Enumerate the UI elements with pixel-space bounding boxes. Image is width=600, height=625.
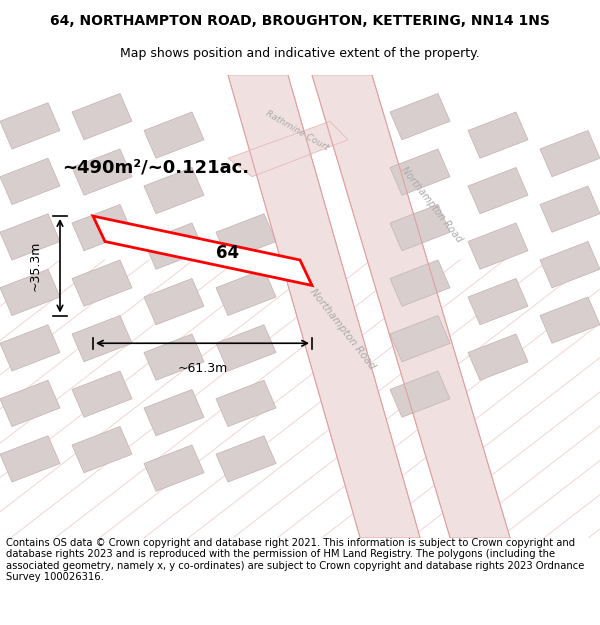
Polygon shape (228, 75, 420, 538)
Polygon shape (540, 241, 600, 288)
Polygon shape (144, 112, 204, 158)
Text: Contains OS data © Crown copyright and database right 2021. This information is : Contains OS data © Crown copyright and d… (6, 538, 584, 582)
Polygon shape (228, 121, 348, 177)
Polygon shape (216, 436, 276, 482)
Polygon shape (216, 325, 276, 371)
Polygon shape (312, 75, 510, 538)
Polygon shape (144, 279, 204, 325)
Polygon shape (390, 204, 450, 251)
Text: ~61.3m: ~61.3m (178, 362, 227, 375)
Polygon shape (72, 426, 132, 472)
Text: ~490m²/~0.121ac.: ~490m²/~0.121ac. (62, 159, 250, 176)
Polygon shape (390, 94, 450, 140)
Polygon shape (0, 436, 60, 482)
Polygon shape (468, 168, 528, 214)
Polygon shape (216, 380, 276, 426)
Polygon shape (72, 260, 132, 306)
Polygon shape (0, 102, 60, 149)
Polygon shape (540, 297, 600, 343)
Polygon shape (390, 260, 450, 306)
Text: Rathmine Court: Rathmine Court (264, 109, 330, 152)
Text: Northampton Road: Northampton Road (308, 288, 376, 371)
Polygon shape (468, 334, 528, 380)
Polygon shape (468, 112, 528, 158)
Polygon shape (468, 279, 528, 325)
Polygon shape (72, 94, 132, 140)
Polygon shape (540, 186, 600, 232)
Polygon shape (144, 389, 204, 436)
Polygon shape (93, 216, 312, 286)
Polygon shape (144, 334, 204, 380)
Polygon shape (216, 269, 276, 316)
Polygon shape (0, 269, 60, 316)
Polygon shape (72, 371, 132, 418)
Polygon shape (0, 325, 60, 371)
Polygon shape (72, 204, 132, 251)
Text: Northampton Road: Northampton Road (400, 165, 464, 244)
Polygon shape (0, 214, 60, 260)
Polygon shape (540, 131, 600, 177)
Polygon shape (390, 149, 450, 195)
Polygon shape (468, 223, 528, 269)
Polygon shape (390, 371, 450, 418)
Polygon shape (216, 214, 276, 260)
Polygon shape (390, 316, 450, 362)
Text: 64: 64 (217, 244, 239, 262)
Polygon shape (144, 168, 204, 214)
Text: ~35.3m: ~35.3m (29, 241, 42, 291)
Polygon shape (144, 223, 204, 269)
Polygon shape (0, 158, 60, 204)
Text: Map shows position and indicative extent of the property.: Map shows position and indicative extent… (120, 48, 480, 61)
Polygon shape (72, 149, 132, 195)
Polygon shape (0, 380, 60, 426)
Polygon shape (72, 316, 132, 362)
Polygon shape (144, 445, 204, 491)
Text: 64, NORTHAMPTON ROAD, BROUGHTON, KETTERING, NN14 1NS: 64, NORTHAMPTON ROAD, BROUGHTON, KETTERI… (50, 14, 550, 28)
